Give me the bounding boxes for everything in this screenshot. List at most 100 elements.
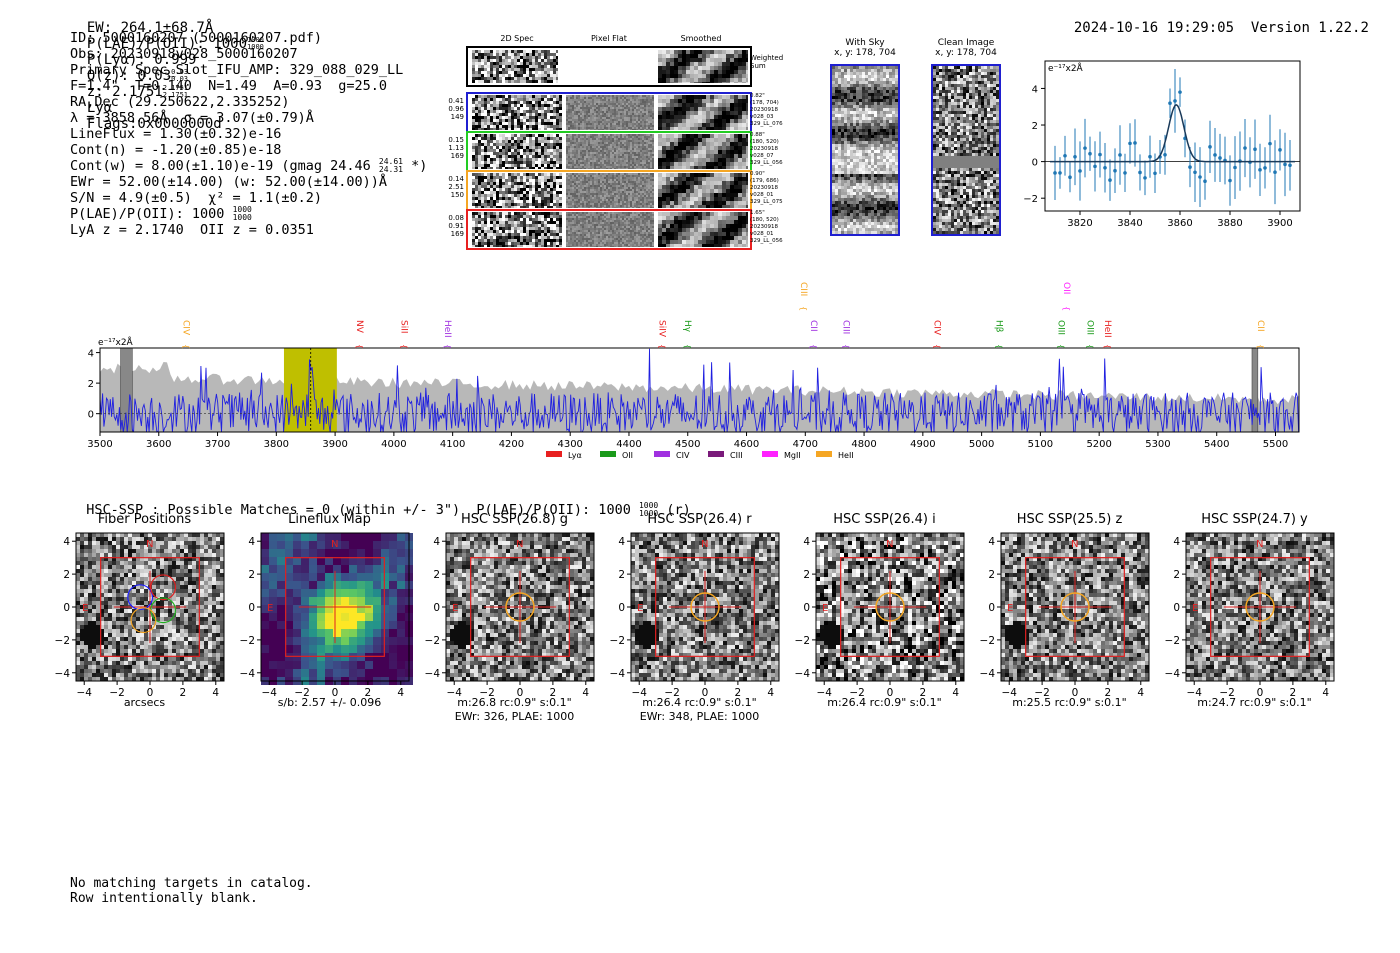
col-title-2dspec: 2D Spec [500,34,534,43]
stamp-xtick: 4 [582,687,589,699]
north-marker: N [701,539,708,550]
spectral-line-label: Hβ [993,320,1003,333]
spectral-line-bracket: { [1103,344,1112,349]
stamp-image: N E −4 −2 0 2 4 4 2 0 −2 −4 [240,532,413,699]
header-plya: P(Lyα): 0.999 [86,52,197,68]
stamp-ytick: 4 [433,536,440,548]
legend-label: OII [622,451,633,460]
stamp-title: HSC SSP(24.7) y [1201,512,1308,527]
with-sky-image [830,64,900,236]
with-sky-title: With Sky [845,38,885,48]
east-marker: E [82,603,88,614]
info-lineflux: LineFlux = 1.30(±0.32)e-16 [70,126,282,142]
zoom-xtick: 3900 [1267,218,1292,229]
info-contw-main: Cont(w) = 8.00(±1.10)e-19 (gmag 24.46 [70,158,371,174]
stamp-xtick: −4 [1001,687,1017,699]
fullspec-xtick: 4300 [557,439,582,450]
header-z: z: 2.1751 [86,84,163,100]
stamp-xtick: 0 [887,687,894,699]
stamp-xtick: 4 [952,687,959,699]
stamp-xtick: 2 [735,687,742,699]
stamp-xtick: −2 [849,687,864,699]
info-contw-sup: 24.61 [378,157,403,166]
spectral-line-bracket: { [182,344,191,349]
stamp-xtick: 4 [1137,687,1144,699]
stamp-ytick: 2 [803,569,810,581]
stamp-xtick: 2 [365,687,372,699]
stamp-ytick: 0 [803,602,810,614]
weighted-sum-row [466,46,752,87]
zoom-line-plot: e⁻¹⁷x2Å 3820 3840 3860 3880 3900 4 2 0 −2 [1023,60,1301,229]
clean-image-image [931,64,1001,236]
stamp-xtick: −2 [479,687,494,699]
header-qz: Q(z): 0.03 [86,68,172,84]
header-plae: P(LAE)/P(OII): 1000 [86,36,248,52]
zoom-xtick: 3840 [1117,218,1142,229]
header-qz-sup: 0.03 [171,68,189,76]
spectral-line-bracket: { [355,344,364,349]
fiber-row-stat: 169 [450,152,464,160]
legend-swatch [762,451,778,457]
spectral-line-label: SiII [399,320,409,334]
spectral-line-bracket: { [1062,306,1071,311]
east-marker: E [822,603,828,614]
spectral-line-label: CII [808,320,818,332]
legend-label: MgII [784,451,801,460]
stamp-xtick: −2 [294,687,309,699]
east-marker: E [1192,603,1198,614]
with-sky-panel: With Sky x, y: 178, 704 [820,38,910,236]
stamp-xtick: 0 [702,687,709,699]
hsc-stamp-panel: HSC SSP(25.5) z N E −4 −2 0 2 4 4 2 0 −2 −4 m:25.5 rc… [977,512,1162,727]
fiber-2dspec-image [472,134,562,170]
stamp-title: Fiber Positions [97,512,192,527]
spectral-line-bracket: { [658,344,667,349]
stamp-title: HSC SSP(26.4) i [833,512,936,527]
stamp-xtick: 0 [332,687,339,699]
col-title-smoothed: Smoothed [680,34,722,43]
stamp-ytick: 2 [433,569,440,581]
zoom-xtick: 3880 [1217,218,1242,229]
stamp-caption: m:26.4 rc:0.9" s:0.1" [827,696,942,709]
hsc-summary: HSC-SSP : Possible Matches = 0 (within +… [70,486,691,519]
stamp-ytick: 4 [248,536,255,548]
footer-line2: Row intentionally blank. [70,891,258,906]
fiber-row-stats: 0.08 0.91 169 [440,214,464,238]
fiber-row-info-line: 0.90" [750,171,765,177]
fiber-pixelflat-image [566,173,654,209]
fiber-row-info: 0.90" (179, 686) 20230918 v028_01 329_LL_075 [750,171,802,206]
spectral-line-bracket: { [842,344,851,349]
fullspec-xtick: 5100 [1028,439,1053,450]
col-title-pixelflat: Pixel Flat [591,34,627,43]
fullspec-xtick: 5300 [1145,439,1170,450]
stamp-ytick: −2 [610,635,625,647]
stamp-ytick: −2 [55,635,70,647]
spectral-line-bracket: { [443,344,452,349]
stamp-xtick: −4 [76,687,92,699]
fullspec-xtick: 5500 [1263,439,1288,450]
footer-notes: No matching targets in catalog. Row inte… [70,876,313,906]
stamp-xtick: −2 [664,687,679,699]
legend-swatch [600,451,616,457]
with-sky-coords: x, y: 178, 704 [834,48,896,58]
stamp-xtick: 2 [920,687,927,699]
stamp-ytick: −4 [1165,668,1181,680]
stamp-ytick: −2 [795,635,810,647]
fiber-row-info-line: 329_LL_075 [750,199,783,205]
spectral-line-label: CIV [181,320,191,336]
legend-swatch [654,451,670,457]
spectral-line-label: OIII [1056,320,1066,335]
hsc-summary-sub: 1000 [638,509,659,518]
north-marker: N [331,539,338,550]
fullspec-xtick: 4100 [440,439,465,450]
fiber-row-stat: 0.91 [448,222,464,230]
spectral-line-label: CIII [841,320,851,334]
stamp-title: Lineflux Map [288,512,371,527]
fiber-row [466,170,752,211]
stamp-xtick: 4 [1322,687,1329,699]
stamp-image: N E −4 −2 0 2 4 4 2 0 −2 −4 [55,532,225,699]
fiber-row-info: 1.65" (180, 520) 20230918 v028_01 329_LL_056 [750,210,802,245]
header-timestamp: 2024-10-16 19:29:05 [1073,20,1235,36]
stamp-ytick: −4 [610,668,626,680]
fiber-row-info-line: 1.65" [750,210,765,216]
hsc-stamp-panel: HSC SSP(26.4) r N E −4 −2 0 2 4 4 2 0 −2 −4 m:26.4 rc… [607,512,792,727]
